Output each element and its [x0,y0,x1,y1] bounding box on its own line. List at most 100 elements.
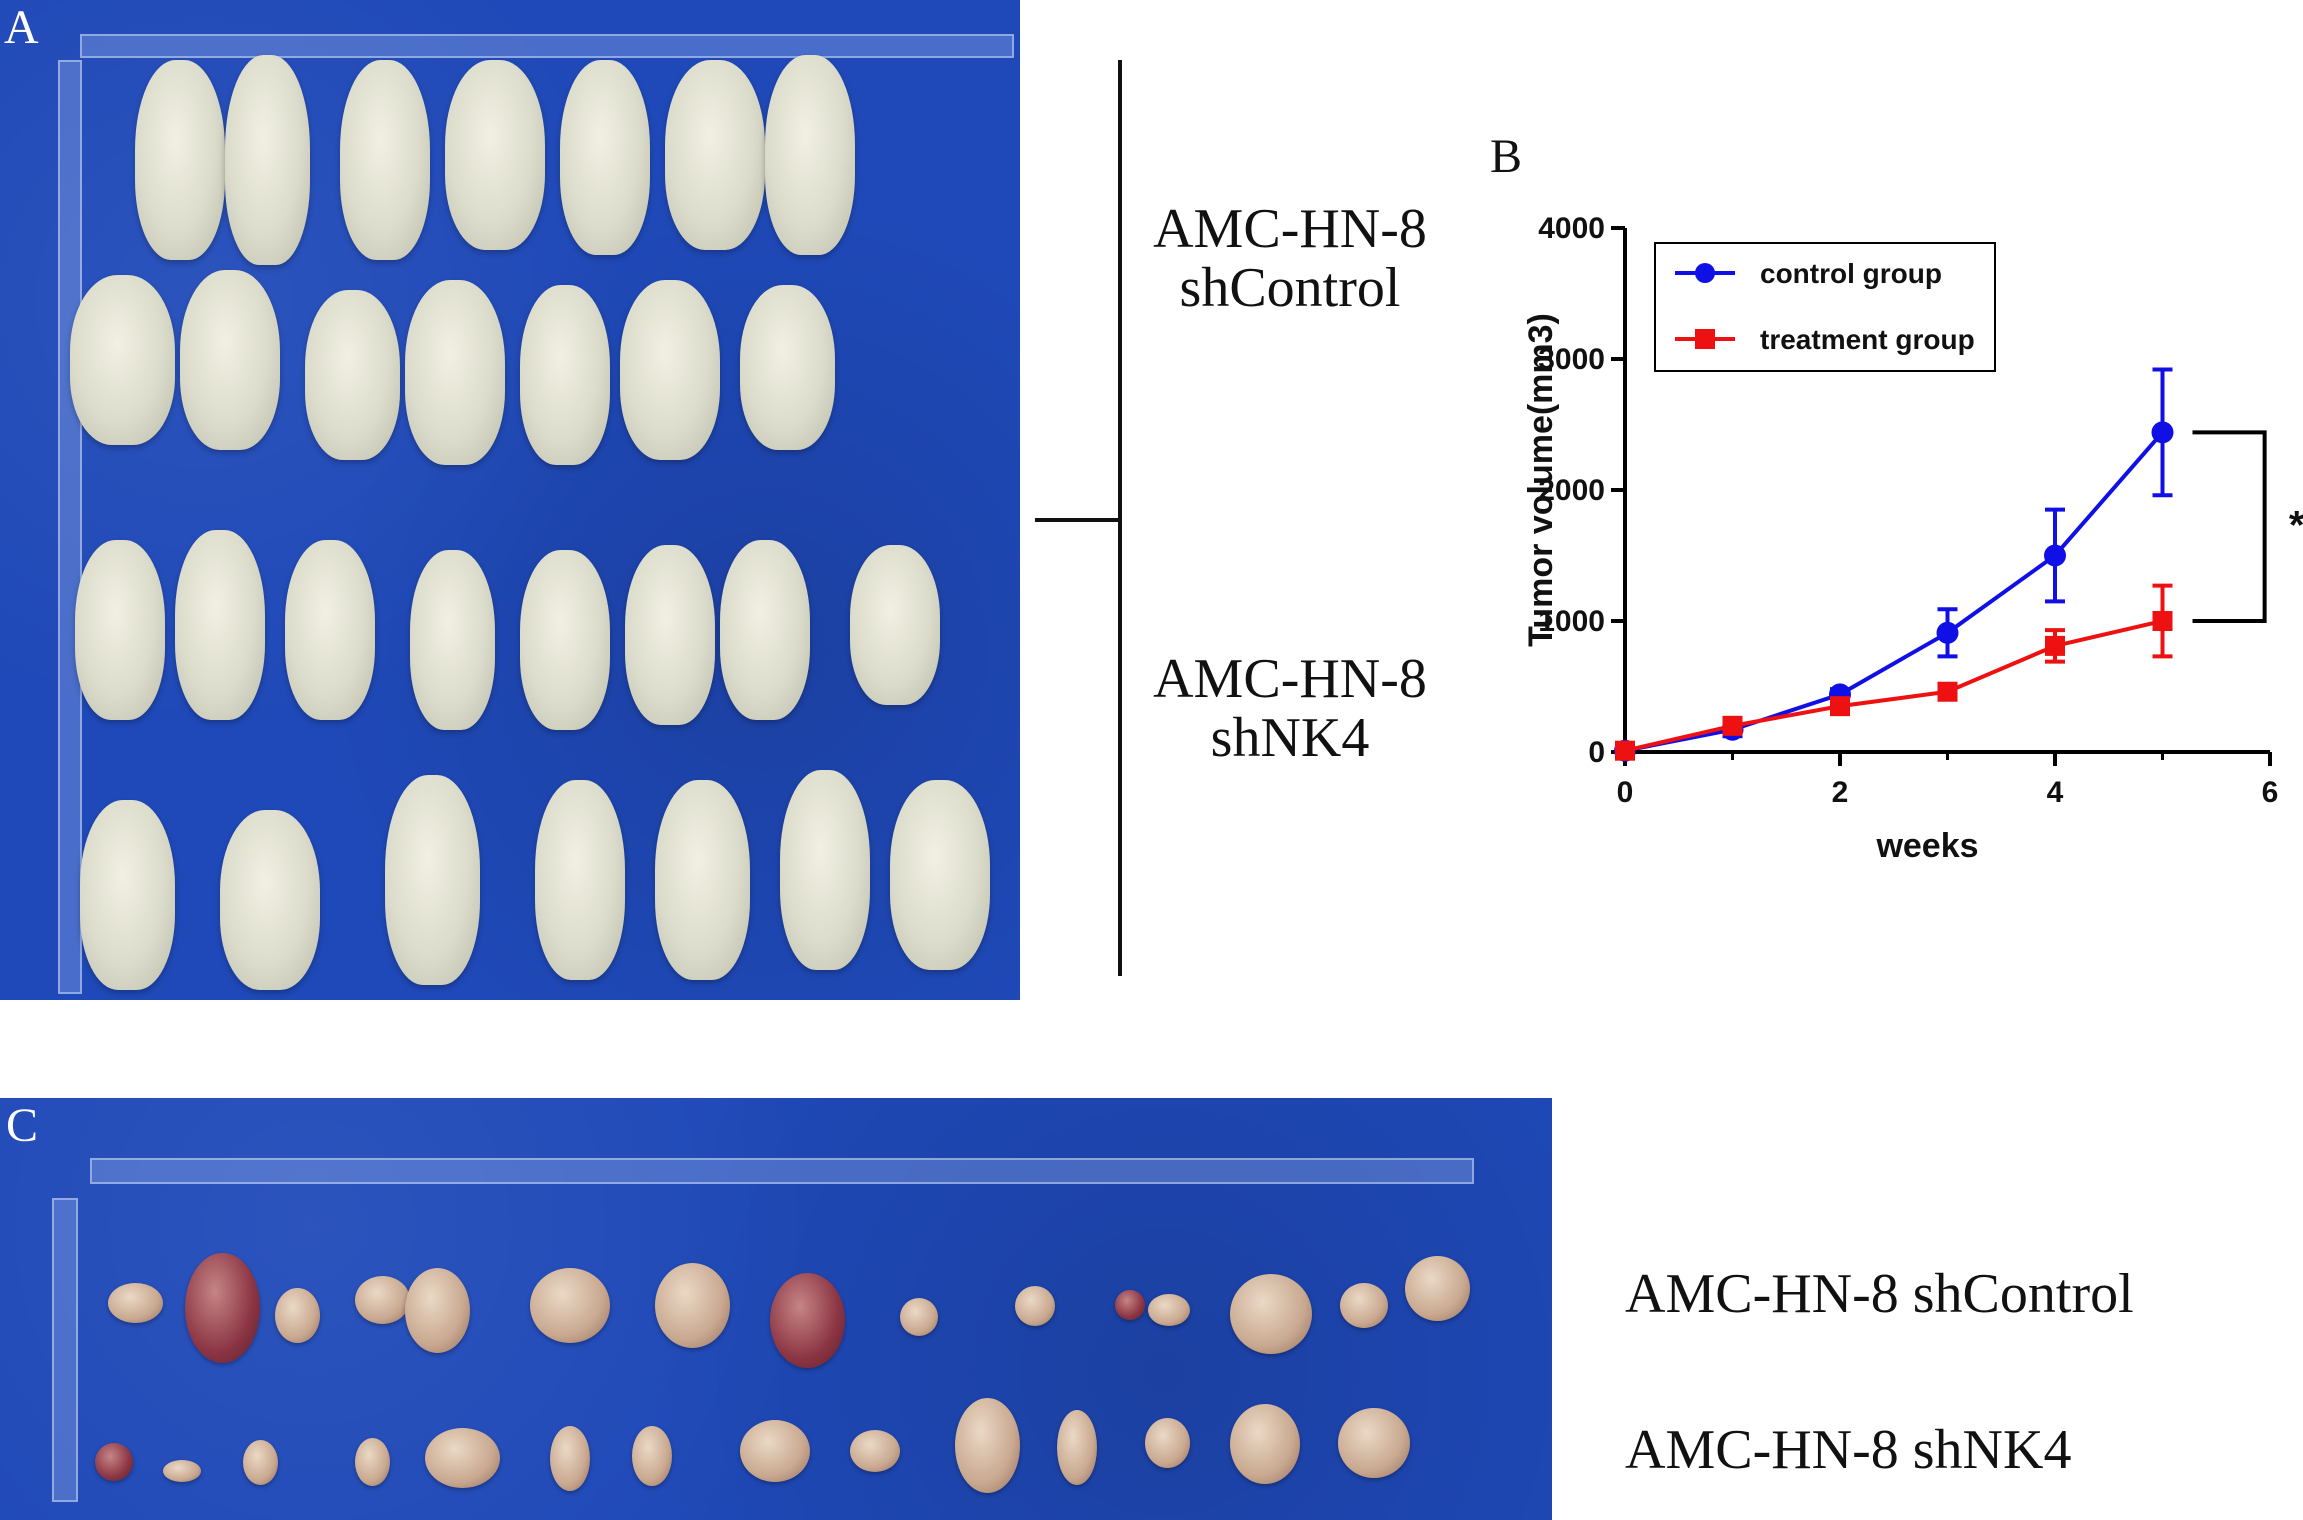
tumor [740,1420,810,1482]
row-label-shnk4: AMC-HN-8 shNK4 [1625,1419,2072,1481]
tumor [108,1283,163,1323]
row-label-shcontrol: AMC-HN-8 shControl [1625,1263,2134,1325]
x-tick-label: 4 [2047,776,2064,809]
tumor [1405,1256,1470,1321]
data-point [1830,696,1850,717]
tumor [955,1398,1020,1493]
data-point [2044,544,2066,567]
significance-bracket-line [2192,430,2267,623]
mouse [720,540,810,720]
group-label-line: AMC-HN-8 [1153,198,1427,260]
mouse [655,780,750,980]
x-axis-label: weeks [1875,827,1978,865]
data-point [1936,621,1959,644]
group-label-line: shNK4 [1210,706,1370,769]
mouse [75,540,165,720]
mouse [850,545,940,705]
data-point [2151,421,2174,444]
data-point [1937,681,1958,702]
tumor [243,1440,278,1485]
tumor [900,1298,938,1336]
mouse [225,55,310,265]
significance-bracket: * [2192,430,2303,623]
tumor [355,1438,390,1486]
mouse [340,60,430,260]
mouse [445,60,545,250]
tumor [163,1460,201,1482]
mouse [410,550,495,730]
group-label-shcontrol: AMC-HN-8 shControl [1140,200,1440,318]
mouse [285,540,375,720]
tumor [95,1443,133,1481]
top-ruler [90,1158,1474,1184]
mouse [765,55,855,255]
mouse [305,290,400,460]
tumor [530,1268,610,1343]
panel-c-letter: C [6,1099,39,1152]
x-tick-label: 6 [2262,776,2279,809]
mouse [560,60,650,255]
mouse [385,775,480,985]
side-ruler [52,1198,78,1502]
panel-c-tumors-photo: C [0,1098,1552,1520]
tumor [355,1276,410,1324]
tumor [1230,1404,1300,1484]
tumor [1230,1274,1312,1354]
mouse [80,800,175,990]
tumor [1145,1418,1190,1468]
mouse [520,285,610,465]
group-label-line: AMC-HN-8 [1153,648,1427,710]
mouse [665,60,765,250]
legend-marker [1695,263,1715,283]
mouse [70,275,175,445]
mouse [535,780,625,980]
top-ruler [80,34,1014,58]
mouse [220,810,320,990]
mouse [740,285,835,450]
mouse [135,60,225,260]
tumor [770,1273,845,1368]
tumor [632,1426,672,1486]
y-tick-label: 2000 [1538,474,1605,507]
tumor [1148,1294,1190,1326]
data-point [2045,635,2065,656]
tumor [850,1430,900,1472]
tumor [275,1288,320,1343]
tumor [1057,1410,1097,1485]
tumor [655,1263,730,1348]
mouse [625,545,715,725]
panel-a-letter: A [4,1,39,54]
tumor [550,1426,590,1491]
side-ruler [58,60,82,994]
tumor [1015,1286,1055,1326]
chart-legend: control group treatment group [1654,242,1996,372]
significance-star: * [2289,504,2303,548]
y-tick-label: 4000 [1538,212,1605,245]
data-point [2152,611,2173,631]
legend-label: control group [1760,258,1942,289]
panel-b-letter: B [1490,130,1522,183]
legend-label: treatment group [1760,324,1975,355]
tumor [1338,1408,1410,1478]
series-line-treatment-group [1624,619,2163,753]
tumor [405,1268,470,1353]
mouse [405,280,505,465]
panel-b-chart: B 0 1000 2000 3000 4000 0 2 4 6 weeks Tumor volume… [1460,120,2303,900]
mouse [175,530,265,720]
legend-box [1654,242,1996,372]
tumor-volume-line-chart: B 0 1000 2000 3000 4000 0 2 4 6 weeks Tumor volume… [1490,130,2303,865]
chart-series-layer [1614,367,2174,762]
group-label-line: shControl [1179,256,1401,319]
mouse [520,550,610,730]
mouse [890,780,990,970]
y-tick-label: 1000 [1538,605,1605,638]
tumor [1340,1283,1388,1328]
tumor [425,1428,500,1488]
series-line-control-group [1624,431,2165,753]
mouse [780,770,870,970]
tumor [185,1253,260,1363]
y-axis-label: Tumor volume(mm3) [1522,313,1560,647]
mouse [620,280,720,460]
y-tick-label: 0 [1588,736,1605,769]
group-label-shnk4: AMC-HN-8 shNK4 [1140,650,1440,768]
